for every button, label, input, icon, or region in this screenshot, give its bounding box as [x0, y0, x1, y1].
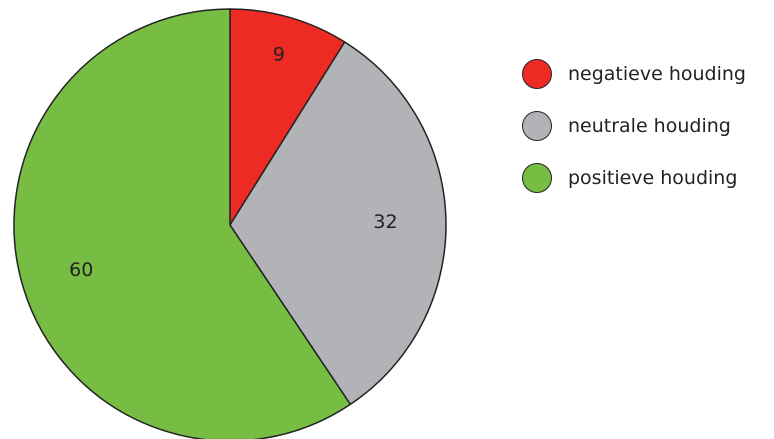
legend-label-neutrale: neutrale houding — [568, 115, 731, 137]
pie-data-label-2: 32 — [373, 211, 397, 233]
pie-slice-2 — [229, 41, 447, 406]
pie-slice-1 — [229, 8, 346, 226]
chart-legend: negatieve houding neutrale houding posit… — [522, 59, 746, 216]
legend-label-positieve: positieve houding — [568, 167, 738, 189]
legend-swatch-negatieve-icon — [522, 59, 552, 89]
legend-swatch-neutrale-icon — [522, 111, 552, 141]
pie-slice-3 — [13, 8, 352, 439]
legend-swatch-positieve-icon — [522, 163, 552, 193]
pie-slices — [13, 8, 447, 439]
pie-data-labels: 9 32 60 — [69, 43, 397, 281]
pie-data-label-1: 9 — [273, 43, 285, 65]
legend-item-negatieve: negatieve houding — [522, 59, 746, 89]
legend-item-positieve: positieve houding — [522, 163, 746, 193]
legend-label-negatieve: negatieve houding — [568, 63, 746, 85]
pie-data-label-3: 60 — [69, 259, 93, 281]
legend-item-neutrale: neutrale houding — [522, 111, 746, 141]
